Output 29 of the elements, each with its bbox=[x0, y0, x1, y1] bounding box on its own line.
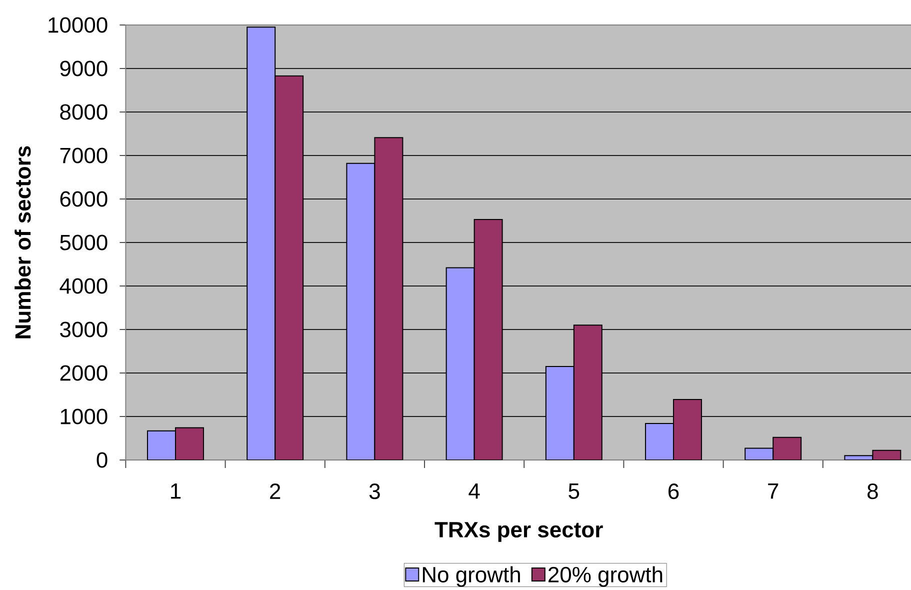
x-tick-label: 2 bbox=[270, 484, 280, 499]
x-axis-title: TRXs per sector bbox=[434, 522, 603, 542]
y-tick-label: 6000 bbox=[60, 191, 108, 207]
x-tick-label: 5 bbox=[568, 484, 580, 499]
x-tick-label: 3 bbox=[369, 484, 380, 500]
bar bbox=[446, 267, 475, 460]
y-tick-label: 7000 bbox=[60, 148, 108, 164]
x-tick-label: 7 bbox=[768, 484, 778, 499]
x-tick-label: 6 bbox=[668, 484, 679, 500]
bar bbox=[545, 366, 574, 460]
y-tick-label: 3000 bbox=[60, 322, 108, 338]
y-tick-label: 2000 bbox=[60, 365, 108, 381]
x-tick-label: 4 bbox=[468, 484, 480, 499]
y-tick-label: 1000 bbox=[60, 408, 108, 424]
legend-label: No growth bbox=[422, 566, 520, 587]
x-tick-label: 8 bbox=[868, 484, 878, 500]
y-tick-label: 5000 bbox=[60, 234, 108, 250]
legend-label: 20% growth bbox=[548, 566, 662, 587]
y-tick-label: 10000 bbox=[48, 17, 108, 33]
y-tick-label: 8000 bbox=[60, 104, 108, 120]
x-tick-label: 1 bbox=[171, 484, 181, 499]
bar bbox=[246, 26, 276, 460]
bar bbox=[147, 430, 176, 460]
y-tick-label: 9000 bbox=[60, 60, 108, 76]
bar bbox=[645, 422, 674, 460]
y-tick-label: 0 bbox=[96, 452, 108, 468]
y-tick-label: 4000 bbox=[60, 278, 108, 294]
bar bbox=[346, 162, 376, 460]
y-axis-title: Number of sectors bbox=[14, 146, 31, 338]
